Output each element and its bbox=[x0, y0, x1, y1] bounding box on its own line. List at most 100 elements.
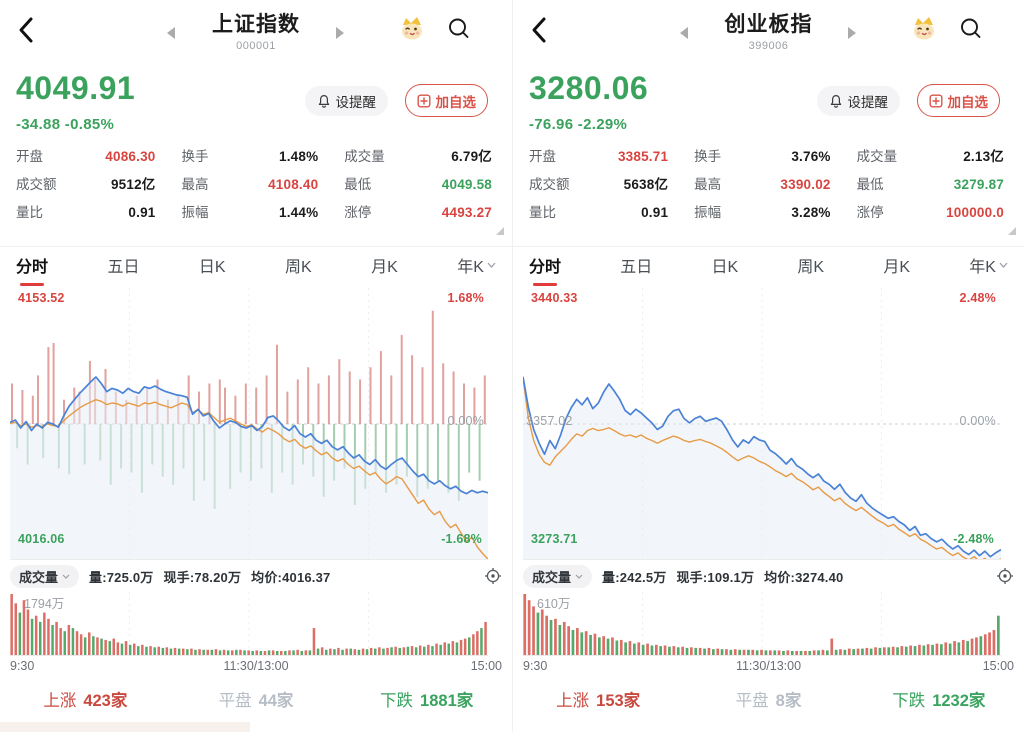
stat-value: 3279.87 bbox=[953, 177, 1004, 192]
intraday-chart[interactable] bbox=[523, 288, 1001, 560]
chart-low-label: 3273.71 bbox=[531, 532, 578, 546]
set-alert-label: 设提醒 bbox=[335, 95, 377, 110]
next-index-icon[interactable] bbox=[336, 27, 344, 39]
time-axis: 9:30 11:30/13:00 15:00 bbox=[10, 659, 502, 675]
advancers-label: 上涨 bbox=[556, 692, 590, 710]
chart-high-pct: 2.48% bbox=[959, 291, 996, 305]
volume-chart[interactable] bbox=[10, 592, 488, 656]
stat-label: 涨停 bbox=[856, 205, 884, 220]
settings-icon[interactable] bbox=[484, 567, 502, 585]
stat-value: 4086.30 bbox=[105, 149, 156, 164]
intraday-chart[interactable] bbox=[10, 288, 488, 560]
stat-value: 0.91 bbox=[128, 205, 156, 220]
tab-weekly[interactable]: 周K bbox=[285, 258, 312, 276]
add-box-icon bbox=[929, 94, 943, 108]
volume-chart[interactable] bbox=[523, 592, 1001, 656]
index-panel-chinext: 创业板指 399006 3280.06 -76.96 -2.29% 设提醒 加自… bbox=[512, 0, 1024, 732]
search-icon[interactable] bbox=[446, 16, 472, 42]
mascot-icon[interactable] bbox=[398, 14, 426, 42]
volume-indicator-selector[interactable]: 成交量 bbox=[10, 564, 80, 588]
chart-prevclose-label: 3357.02 bbox=[526, 414, 573, 428]
advancers-label: 上涨 bbox=[43, 692, 77, 710]
decliners-label: 下跌 bbox=[892, 692, 926, 710]
stat-value: 6.79亿 bbox=[451, 149, 492, 164]
settings-icon[interactable] bbox=[996, 567, 1014, 585]
stat-label: 最高 bbox=[181, 177, 209, 192]
stats-expand-icon[interactable] bbox=[1008, 227, 1016, 235]
back-icon[interactable] bbox=[14, 15, 40, 45]
chart-zero-pct: 0.00% bbox=[447, 414, 484, 428]
chevron-down-icon bbox=[575, 574, 583, 579]
chart-zero-pct: 0.00% bbox=[959, 414, 996, 428]
volume-header: 成交量 量:242.5万 现手:109.1万 均价:3274.40 bbox=[523, 564, 1014, 588]
stat-label: 成交额 bbox=[16, 177, 57, 192]
time-midday: 11:30/13:00 bbox=[735, 659, 802, 673]
chart-high-label: 3440.33 bbox=[531, 291, 578, 305]
tab-daily[interactable]: 日K bbox=[711, 258, 739, 276]
time-open: 9:30 bbox=[10, 659, 35, 673]
time-close: 15:00 bbox=[470, 659, 502, 673]
index-code: 399006 bbox=[748, 40, 789, 52]
time-open: 9:30 bbox=[523, 659, 548, 673]
advancers-count: 423家 bbox=[83, 692, 128, 710]
volume-header: 成交量 量:725.0万 现手:78.20万 均价:4016.37 bbox=[10, 564, 502, 588]
stat-label: 最低 bbox=[344, 177, 372, 192]
prev-index-icon[interactable] bbox=[167, 27, 175, 39]
tab-daily[interactable]: 日K bbox=[198, 258, 226, 276]
current-price: 4049.91 bbox=[16, 70, 136, 106]
price-change: -34.88 -0.85% bbox=[16, 116, 115, 133]
chart-high-label: 4153.52 bbox=[18, 291, 65, 305]
unchanged-label: 平盘 bbox=[218, 692, 252, 710]
stat-value: 3385.71 bbox=[617, 149, 669, 164]
prev-index-icon[interactable] bbox=[680, 27, 688, 39]
stat-label: 成交量 bbox=[856, 149, 898, 164]
stat-label: 成交额 bbox=[529, 177, 570, 192]
chart-low-pct: -1.68% bbox=[441, 532, 482, 546]
add-watchlist-button[interactable]: 加自选 bbox=[916, 84, 1000, 117]
avg-price: 均价:3274.40 bbox=[764, 569, 844, 585]
set-alert-button[interactable]: 设提醒 bbox=[304, 86, 388, 116]
tab-minute[interactable]: 分时 bbox=[527, 249, 563, 286]
active-tab-underline bbox=[20, 282, 44, 286]
chart-tabs: 分时 五日 日K 周K 月K 年K bbox=[0, 246, 512, 286]
tab-yearly[interactable]: 年K bbox=[455, 249, 498, 281]
stat-value: 0.91 bbox=[641, 205, 669, 220]
volume-value: 量:725.0万 bbox=[89, 569, 154, 585]
tab-monthly[interactable]: 月K bbox=[883, 258, 911, 276]
tab-monthly[interactable]: 月K bbox=[371, 258, 398, 276]
time-close: 15:00 bbox=[982, 659, 1014, 673]
tab-yearly[interactable]: 年K bbox=[967, 249, 1010, 281]
time-midday: 11:30/13:00 bbox=[223, 659, 289, 673]
next-index-icon[interactable] bbox=[848, 27, 856, 39]
market-breadth: 上涨 153家 平盘 8家 下跌 1232家 bbox=[513, 684, 1024, 714]
bell-icon bbox=[318, 94, 329, 108]
volume-indicator-selector[interactable]: 成交量 bbox=[523, 564, 593, 588]
add-watchlist-button[interactable]: 加自选 bbox=[404, 84, 488, 117]
stat-label: 振幅 bbox=[181, 205, 209, 220]
set-alert-button[interactable]: 设提醒 bbox=[816, 86, 900, 116]
tab-minute[interactable]: 分时 bbox=[14, 249, 50, 286]
set-alert-label: 设提醒 bbox=[847, 95, 889, 110]
active-tab-underline bbox=[533, 282, 557, 286]
decliners-count: 1232家 bbox=[932, 692, 986, 710]
search-icon[interactable] bbox=[958, 16, 984, 42]
tab-weekly[interactable]: 周K bbox=[797, 258, 825, 276]
chevron-down-icon bbox=[487, 262, 496, 268]
tab-5day[interactable]: 五日 bbox=[620, 258, 653, 276]
stat-value: 1.44% bbox=[279, 205, 319, 220]
chevron-down-icon bbox=[62, 574, 70, 579]
mascot-icon[interactable] bbox=[910, 14, 938, 42]
page-title: 上证指数 bbox=[212, 13, 300, 36]
volume-max-label: 610万 bbox=[537, 597, 571, 611]
stat-label: 振幅 bbox=[694, 205, 722, 220]
time-axis: 9:30 11:30/13:00 15:00 bbox=[523, 659, 1014, 675]
stat-label: 量比 bbox=[16, 205, 43, 220]
decliners-count: 1881家 bbox=[420, 692, 474, 710]
stat-label: 换手 bbox=[181, 149, 209, 164]
back-icon[interactable] bbox=[527, 15, 553, 45]
stats-expand-icon[interactable] bbox=[496, 227, 504, 235]
index-panel-shanghai: 上证指数 000001 4049.91 -34.88 -0.85% 设提醒 加自… bbox=[0, 13, 512, 732]
chart-high-pct: 1.68% bbox=[447, 291, 484, 305]
unchanged-count: 44家 bbox=[258, 692, 294, 710]
tab-5day[interactable]: 五日 bbox=[107, 258, 140, 276]
